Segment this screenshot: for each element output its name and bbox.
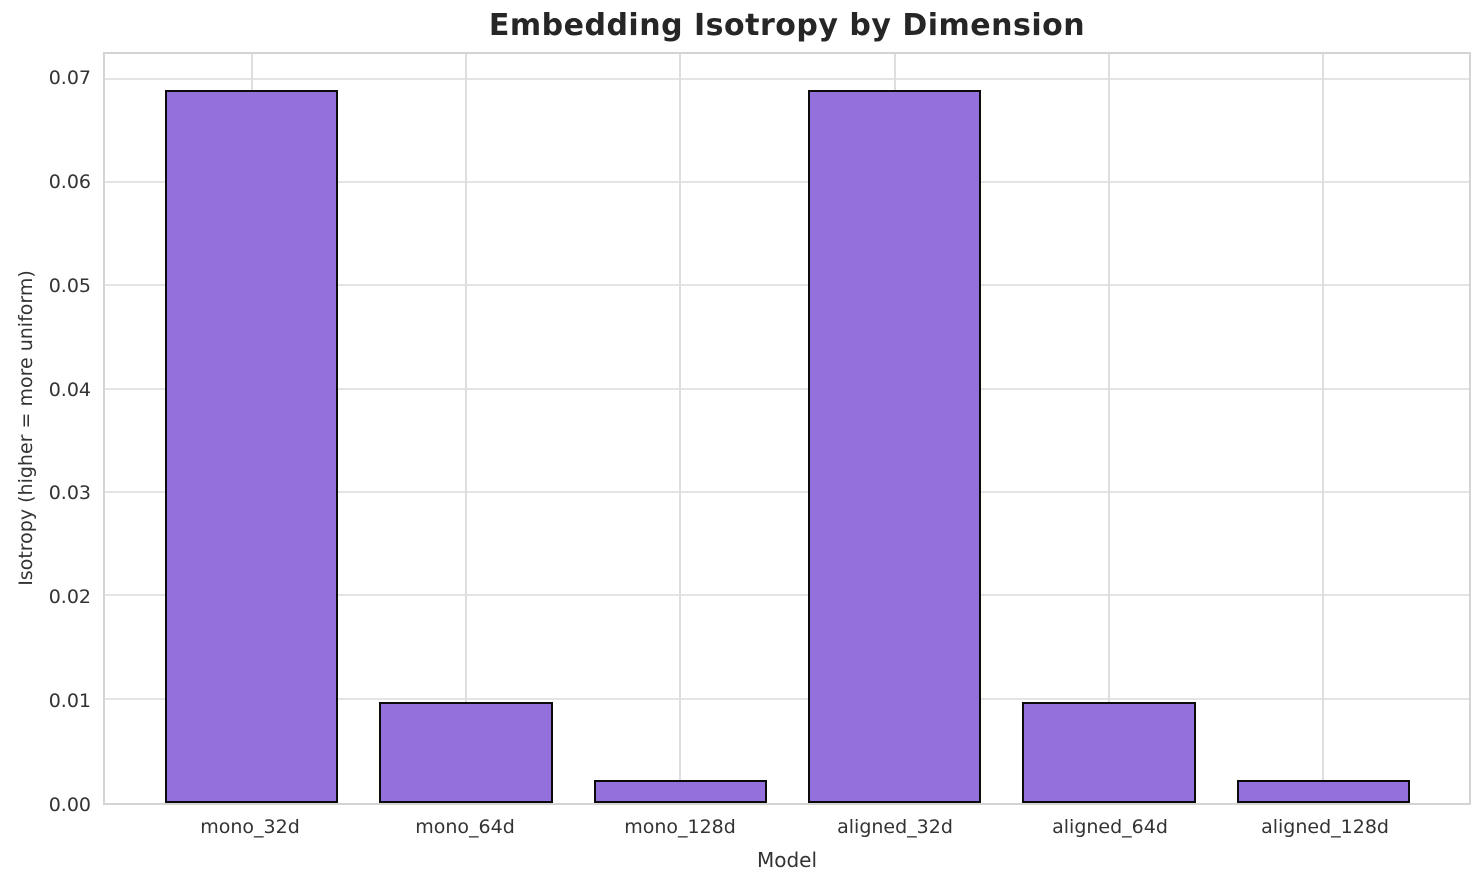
vertical-gridline <box>464 54 467 803</box>
x-tick-label-aligned_32d: aligned_32d <box>837 816 953 838</box>
y-tick-label: 0.04 <box>48 378 91 401</box>
vertical-gridline <box>1108 54 1111 803</box>
chart-title: Embedding Isotropy by Dimension <box>488 8 1086 43</box>
y-tick-label: 0.00 <box>48 794 91 816</box>
horizontal-gridline <box>105 594 1469 597</box>
y-tick-label: 0.07 <box>48 66 91 89</box>
bar-mono_32d <box>164 90 339 803</box>
vertical-gridline <box>1322 54 1325 803</box>
bar-aligned_64d <box>1022 701 1196 803</box>
x-tick-label-mono_32d: mono_32d <box>200 816 300 838</box>
bar-aligned_128d <box>1236 780 1411 803</box>
horizontal-gridline <box>105 284 1469 287</box>
y-tick-label: 0.05 <box>48 274 91 297</box>
y-tick-label: 0.01 <box>48 690 91 713</box>
horizontal-gridline <box>105 387 1469 390</box>
horizontal-gridline <box>105 697 1469 700</box>
horizontal-gridline <box>105 491 1469 494</box>
vertical-gridline <box>679 54 682 803</box>
x-tick-label-aligned_64d: aligned_64d <box>1052 816 1168 838</box>
y-tick-label: 0.03 <box>48 482 91 505</box>
horizontal-gridline <box>105 181 1469 184</box>
y-tick-label: 0.06 <box>48 170 91 193</box>
x-axis-label: Model <box>756 848 818 872</box>
y-axis-label: Isotropy (higher = more uniform) <box>15 270 37 586</box>
horizontal-gridline <box>105 77 1469 80</box>
x-tick-label-mono_128d: mono_128d <box>624 816 736 838</box>
x-tick-label-mono_64d: mono_64d <box>415 816 515 838</box>
plot-area <box>103 52 1471 805</box>
y-tick-label: 0.02 <box>48 586 91 609</box>
bar-aligned_32d <box>807 90 982 803</box>
x-tick-label-aligned_128d: aligned_128d <box>1261 816 1389 838</box>
bar-mono_128d <box>593 780 768 803</box>
bar-mono_64d <box>379 701 553 803</box>
